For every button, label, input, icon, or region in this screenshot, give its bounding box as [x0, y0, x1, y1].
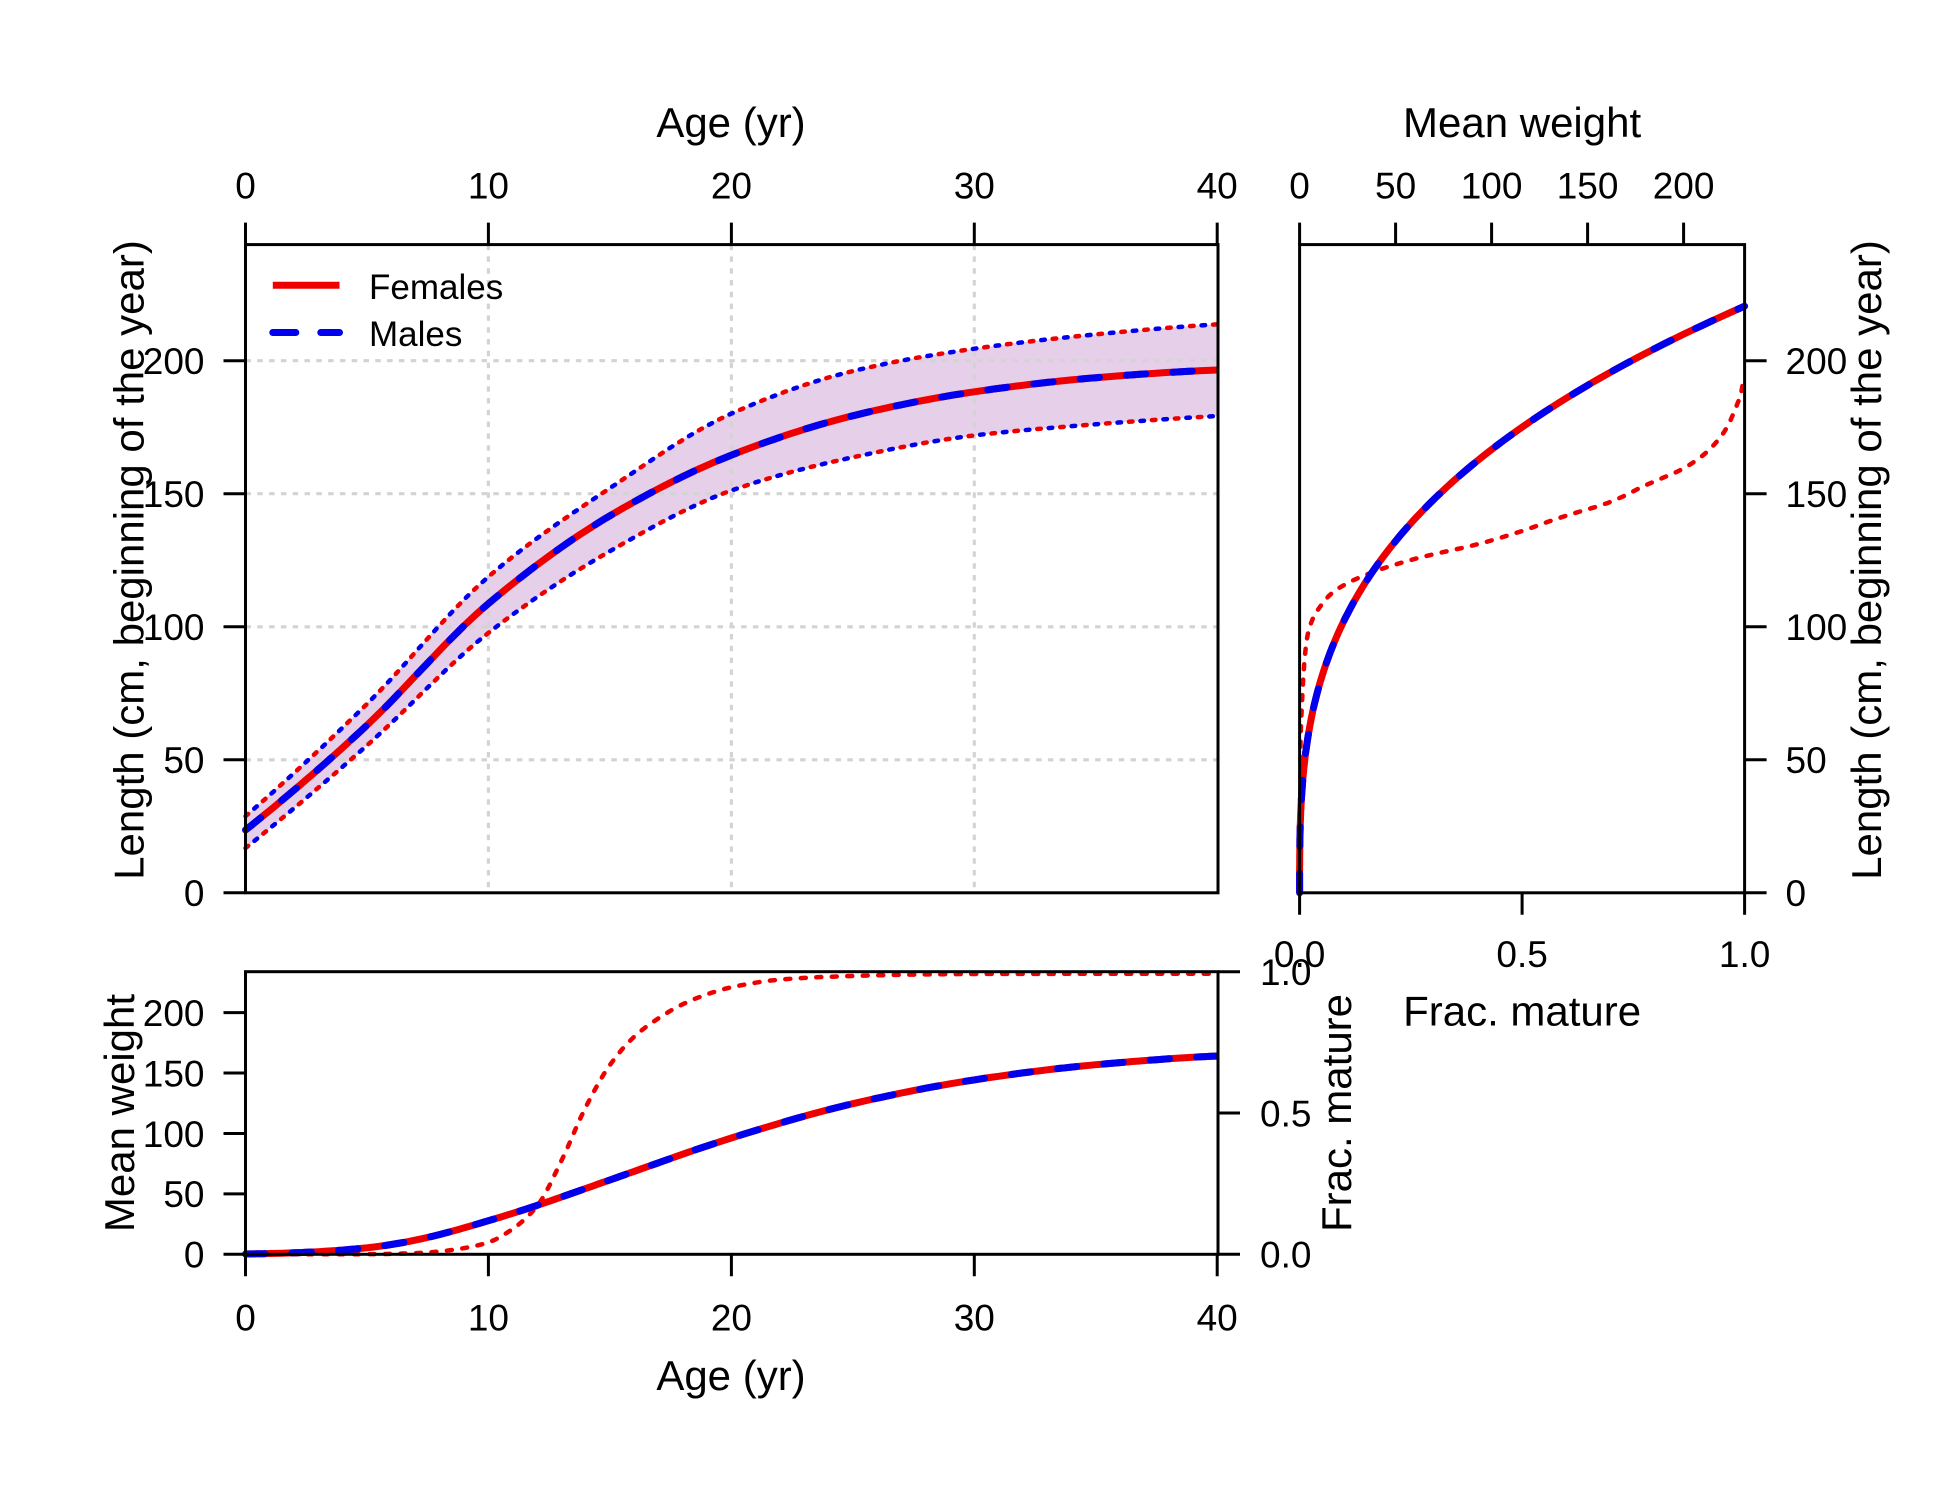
svg-text:Mean weight: Mean weight: [96, 994, 143, 1232]
svg-text:0.0: 0.0: [1274, 934, 1325, 975]
svg-text:0: 0: [184, 873, 205, 914]
svg-text:50: 50: [163, 1174, 204, 1215]
svg-text:50: 50: [1375, 166, 1416, 207]
svg-text:Length (cm, beginning of the y: Length (cm, beginning of the year): [106, 240, 153, 880]
svg-text:150: 150: [1557, 166, 1619, 207]
svg-text:1.0: 1.0: [1260, 952, 1311, 993]
svg-text:10: 10: [468, 1298, 509, 1339]
svg-text:Age (yr): Age (yr): [656, 99, 805, 146]
svg-text:0.5: 0.5: [1496, 934, 1547, 975]
svg-text:0: 0: [235, 166, 256, 207]
svg-text:100: 100: [143, 1114, 205, 1155]
svg-text:Males: Males: [369, 315, 462, 354]
svg-text:200: 200: [143, 993, 205, 1034]
svg-text:0: 0: [235, 1298, 256, 1339]
svg-text:150: 150: [143, 1053, 205, 1094]
svg-text:30: 30: [954, 1298, 995, 1339]
svg-text:Age (yr): Age (yr): [656, 1352, 805, 1399]
svg-text:200: 200: [1653, 166, 1715, 207]
svg-text:Frac. mature: Frac. mature: [1403, 988, 1641, 1035]
svg-text:50: 50: [163, 740, 204, 781]
svg-text:40: 40: [1197, 166, 1238, 207]
svg-text:0: 0: [1289, 166, 1310, 207]
svg-text:50: 50: [1786, 740, 1827, 781]
svg-text:20: 20: [711, 166, 752, 207]
svg-text:Females: Females: [369, 268, 503, 307]
svg-text:30: 30: [954, 166, 995, 207]
svg-text:200: 200: [1786, 341, 1848, 382]
svg-text:150: 150: [1786, 474, 1848, 515]
svg-text:40: 40: [1197, 1298, 1238, 1339]
svg-text:0.5: 0.5: [1260, 1093, 1311, 1134]
svg-text:0: 0: [1786, 873, 1807, 914]
svg-text:Mean weight: Mean weight: [1403, 99, 1641, 146]
svg-text:100: 100: [143, 607, 205, 648]
svg-text:10: 10: [468, 166, 509, 207]
svg-text:20: 20: [711, 1298, 752, 1339]
svg-text:100: 100: [1786, 607, 1848, 648]
svg-text:100: 100: [1461, 166, 1523, 207]
svg-text:200: 200: [143, 341, 205, 382]
svg-text:150: 150: [143, 474, 205, 515]
svg-text:1.0: 1.0: [1719, 934, 1770, 975]
svg-text:Frac. mature: Frac. mature: [1313, 994, 1360, 1232]
svg-text:Length (cm, beginning of the y: Length (cm, beginning of the year): [1843, 240, 1890, 880]
svg-text:0: 0: [184, 1235, 205, 1276]
svg-text:0.0: 0.0: [1260, 1235, 1311, 1276]
